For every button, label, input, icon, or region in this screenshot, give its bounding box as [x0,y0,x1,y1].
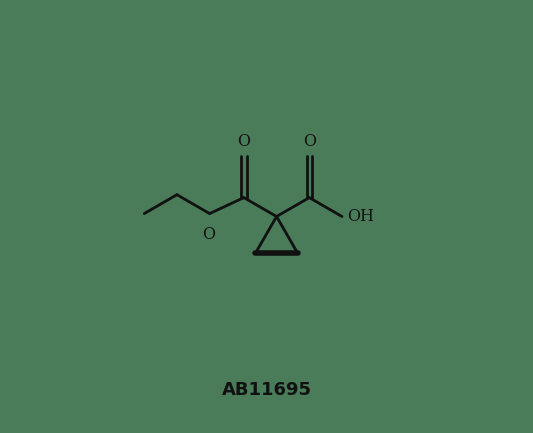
Text: OH: OH [347,208,374,225]
Text: O: O [303,133,316,150]
Text: AB11695: AB11695 [222,381,311,399]
Text: O: O [202,226,215,243]
Text: O: O [237,133,251,150]
